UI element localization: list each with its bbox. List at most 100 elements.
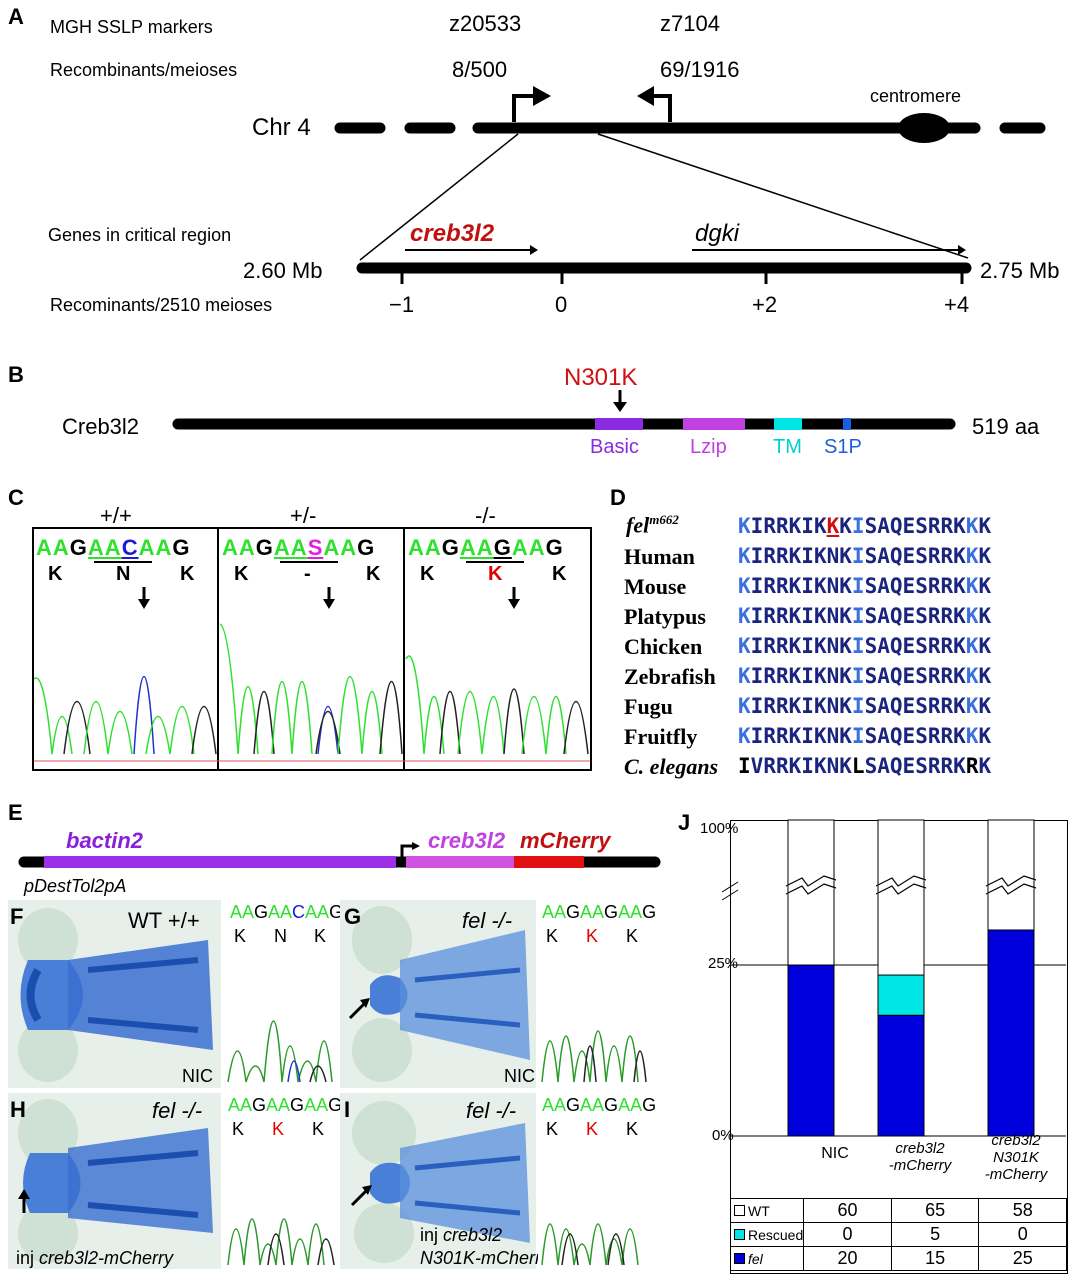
trace-f-aa2: N <box>274 926 287 946</box>
tick-label: +4 <box>944 292 970 317</box>
table-row: WT 60 65 58 <box>729 1198 1067 1223</box>
aa-het-3: K <box>366 563 381 585</box>
centromere-shape <box>898 113 950 143</box>
col-header-creb3l2: creb3l2 -mCherry <box>888 1140 952 1174</box>
cell-wt-n301k: 58 <box>978 1198 1067 1223</box>
fish-image-f <box>8 900 221 1088</box>
trace-g-aa3: K <box>626 926 639 946</box>
marker-z7104-ratio: 69/1916 <box>660 57 740 82</box>
tag-segment <box>514 856 584 868</box>
trace-i-aa2: K <box>586 1119 599 1139</box>
cell-wt-creb3l2: 65 <box>890 1198 980 1223</box>
genotype-het: +/- <box>290 503 317 528</box>
chart-j-bars <box>721 819 1066 1137</box>
cell-fel-n301k: 25 <box>978 1246 1067 1271</box>
row-label-fel: fel <box>729 1246 805 1271</box>
sequence-1: KIRRKIKNKISAQESRRKKK <box>738 544 992 568</box>
sslp-markers-label: MGH SSLP markers <box>50 17 213 37</box>
y-tick-100: 100% <box>700 820 739 837</box>
aa-hom-3: K <box>552 563 567 585</box>
trace-i-aa1: K <box>546 1119 559 1139</box>
trace-g-aa2: K <box>586 926 599 946</box>
chromatogram-panel: AAGAACAAG AAGAASAAG AAGAAGAAG K N K K - … <box>32 527 592 771</box>
panel-label-h: H <box>10 1097 26 1122</box>
aa-wt-3: K <box>180 563 195 585</box>
col-header-nic: NIC <box>821 1145 849 1162</box>
trace-g-aa1: K <box>546 926 559 946</box>
bar-fel <box>877 1014 925 1137</box>
panel-label-b: B <box>8 362 24 387</box>
centromere-label: centromere <box>870 86 962 106</box>
panel-label-f: F <box>10 904 24 929</box>
seq-het: AAGAASAAG <box>222 535 376 560</box>
panel-h-note: inj creb3l2-mCherry <box>16 1248 174 1268</box>
species-fruitfly: Fruitfly <box>624 724 698 749</box>
trace-i-aa3: K <box>626 1119 639 1139</box>
panel-b-diagram <box>172 390 956 430</box>
aa-wt-2: N <box>116 563 131 585</box>
aa-hom-1: K <box>420 563 435 585</box>
genotype-hom: -/- <box>475 503 496 528</box>
gene-dgki: dgki <box>695 220 740 247</box>
seq-hom: AAGAAGAAG <box>408 535 564 560</box>
fish-image-i <box>340 1093 536 1269</box>
domain-label-lzip: Lzip <box>690 436 727 458</box>
genes-critical-label: Genes in critical region <box>48 225 232 245</box>
marker-z20533-ratio: 8/500 <box>452 57 508 82</box>
domain-s1p <box>843 418 851 430</box>
gene-segment <box>406 856 514 868</box>
panel-label-g: G <box>344 904 362 929</box>
panel-f-note: NIC <box>182 1066 213 1086</box>
sequence-7: KIRRKIKNKISAQESRRKKK <box>738 724 992 748</box>
marker2-arrow <box>652 94 672 122</box>
trace-panel-i: AAGAAGAAG K K K <box>538 1093 656 1269</box>
recombinants-label: Recombinants/meioses <box>50 60 238 80</box>
domain-tm <box>774 418 802 430</box>
cell-rescued-creb3l2: 5 <box>890 1222 980 1247</box>
panel-label-i: I <box>344 1097 351 1122</box>
tick-label: −1 <box>389 292 415 317</box>
species-zebrafish: Zebrafish <box>624 664 716 689</box>
right-position: 2.75 Mb <box>980 258 1060 283</box>
sequence-6: KIRRKIKNKISAQESRRKKK <box>738 694 992 718</box>
species-human: Human <box>624 544 695 569</box>
cell-fel-creb3l2: 15 <box>890 1246 980 1271</box>
table-row: Rescued 0 5 0 <box>729 1222 1067 1247</box>
species-fugu: Fugu <box>624 694 673 719</box>
promoter-label: bactin2 <box>66 828 144 853</box>
y-tick-25: 25% <box>708 955 739 972</box>
panel-h-title: fel -/- <box>152 1098 203 1123</box>
recombinants-2510-label: Recominants/2510 meioses <box>50 295 273 315</box>
aa-hom-2: K <box>488 563 503 585</box>
trace-h-aa2: K <box>272 1119 285 1139</box>
domain-basic <box>595 418 643 430</box>
panel-g-title: fel -/- <box>462 908 513 933</box>
panel-label-d: D <box>610 485 626 510</box>
counts-table: WT 60 65 58 Rescued 0 5 0 fel 20 15 25 <box>729 1198 1067 1271</box>
domain-label-s1p: S1P <box>824 436 862 458</box>
sequence-8: IVRRKIKNKLSAQESRRKRK <box>738 754 992 778</box>
panel-label-j: J <box>678 810 691 835</box>
left-position: 2.60 Mb <box>243 258 323 283</box>
trace-panel-f: AAGAACAAG K N K <box>224 900 343 1088</box>
tick-label: 0 <box>555 292 568 317</box>
sequence-2: KIRRKIKNKISAQESRRKKK <box>738 574 992 598</box>
species-mouse: Mouse <box>624 574 687 599</box>
protein-name: Creb3l2 <box>62 414 140 439</box>
marker-z7104: z7104 <box>660 11 720 36</box>
species-c-elegans: C. elegans <box>624 754 719 779</box>
trace-panel-h: AAGAAGAAG K K K <box>224 1093 342 1269</box>
marker1-arrow <box>512 94 535 122</box>
vector-label: pDestTol2pA <box>24 876 127 896</box>
trace-h-aa3: K <box>312 1119 325 1139</box>
cell-rescued-nic: 0 <box>803 1222 892 1247</box>
domain-label-tm: TM <box>773 436 802 458</box>
trace-f-aa3: K <box>314 926 327 946</box>
domain-lzip <box>683 418 745 430</box>
cell-fel-nic: 20 <box>803 1246 892 1271</box>
fish-image-h <box>8 1093 221 1269</box>
aa-het-1: K <box>234 563 249 585</box>
tick-label: +2 <box>752 292 778 317</box>
species-platypus: Platypus <box>624 604 706 629</box>
panel-label-e: E <box>8 800 23 825</box>
